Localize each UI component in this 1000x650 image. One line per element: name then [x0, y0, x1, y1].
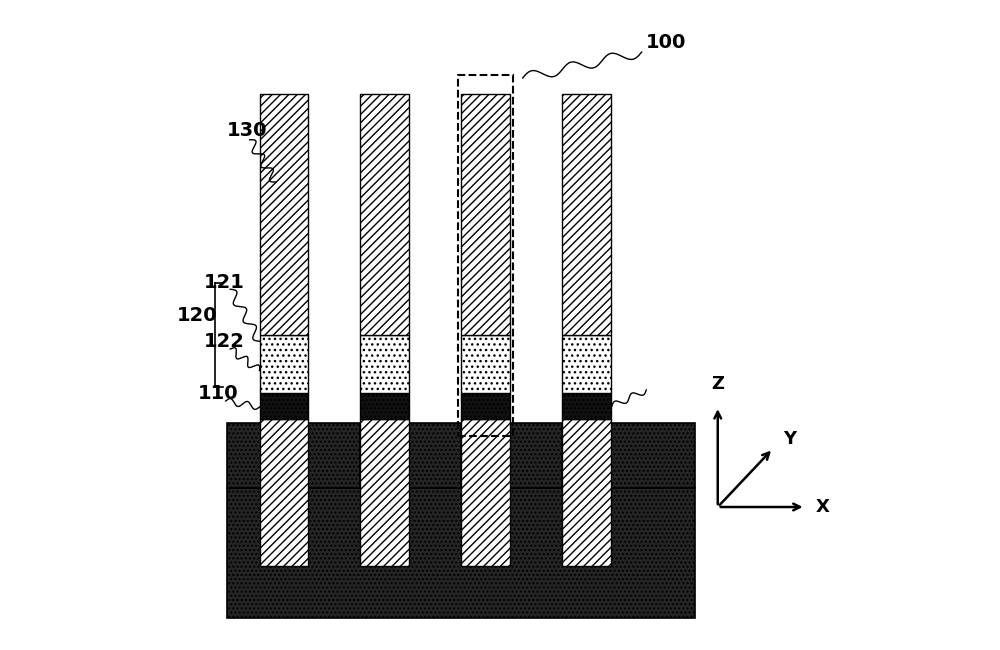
Bar: [562, 335, 610, 393]
Bar: [510, 422, 562, 488]
Bar: [562, 419, 610, 566]
Text: 130: 130: [227, 120, 268, 140]
Text: Y: Y: [783, 430, 796, 448]
Bar: [260, 94, 308, 335]
Bar: [461, 419, 510, 566]
Text: 120: 120: [177, 306, 218, 325]
Bar: [461, 393, 510, 419]
Bar: [360, 393, 409, 419]
Bar: [227, 488, 695, 618]
Bar: [360, 335, 409, 393]
Bar: [260, 419, 308, 566]
Bar: [562, 393, 610, 419]
Bar: [308, 422, 360, 488]
Bar: [227, 422, 269, 488]
Text: 100: 100: [646, 32, 687, 52]
Text: 121: 121: [204, 273, 245, 292]
Bar: [461, 335, 510, 393]
Bar: [458, 75, 513, 436]
Bar: [260, 393, 308, 419]
Bar: [461, 94, 510, 335]
Text: 110: 110: [198, 384, 238, 403]
Bar: [360, 94, 409, 335]
Text: Z: Z: [711, 375, 724, 393]
Bar: [409, 422, 461, 488]
Bar: [610, 422, 695, 488]
Bar: [360, 419, 409, 566]
Bar: [260, 335, 308, 393]
Text: 122: 122: [204, 332, 245, 351]
Bar: [562, 94, 610, 335]
Text: X: X: [815, 498, 829, 516]
